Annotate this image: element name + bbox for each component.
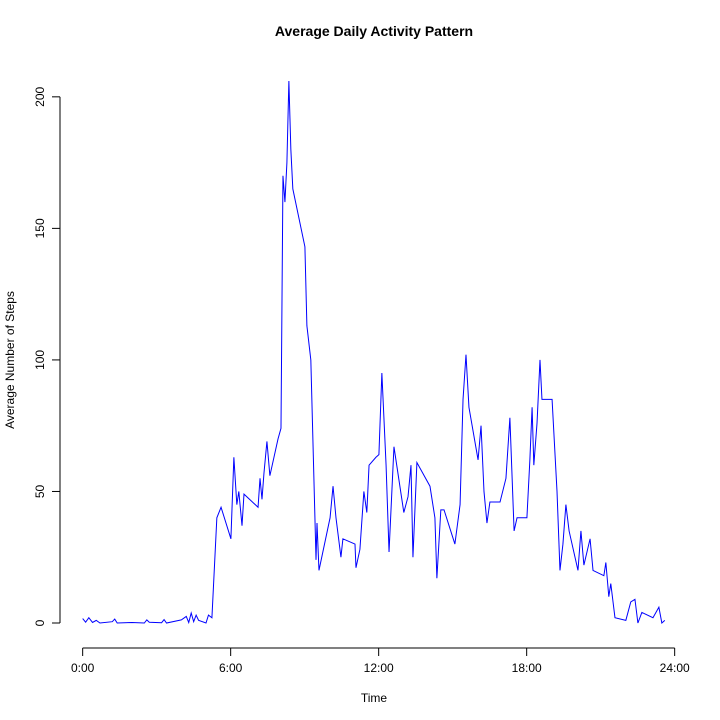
y-tick-label: 200 (33, 87, 47, 107)
x-tick-label: 18:00 (512, 661, 542, 675)
x-tick-label: 12:00 (364, 661, 394, 675)
x-tick-label: 6:00 (219, 661, 243, 675)
y-tick-label: 0 (33, 619, 47, 626)
y-tick-label: 50 (33, 484, 47, 498)
chart-title: Average Daily Activity Pattern (275, 23, 473, 39)
y-tick-label: 150 (33, 218, 47, 238)
y-tick-label: 100 (33, 350, 47, 370)
x-axis-label: Time (361, 691, 388, 705)
data-line (82, 81, 666, 625)
x-tick-label: 0:00 (71, 661, 95, 675)
x-tick-label: 24:00 (660, 661, 690, 675)
y-axis-label: Average Number of Steps (3, 291, 17, 429)
